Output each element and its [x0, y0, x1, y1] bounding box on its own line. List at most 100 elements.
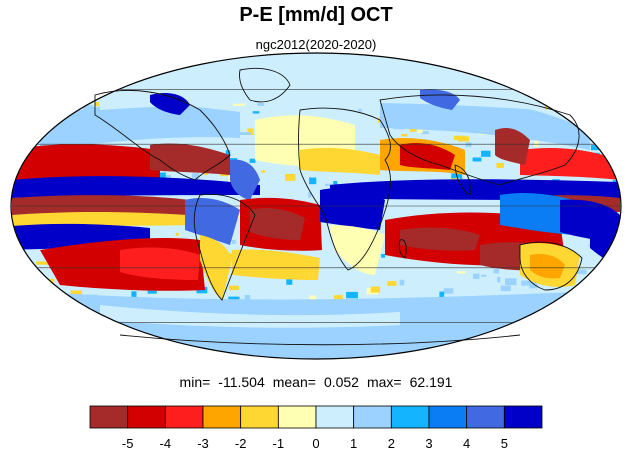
field-cell [249, 281, 260, 287]
field-cell [159, 172, 166, 180]
field-cell [333, 181, 338, 188]
colorbar-swatch [277, 405, 317, 429]
map-title: P-E [mm/d] OCT [239, 4, 393, 26]
field-cell [227, 253, 236, 260]
field-cell [381, 254, 386, 258]
max-label: max= [366, 374, 402, 390]
field-cell [464, 279, 470, 282]
colorbar-swatch [164, 405, 204, 429]
field-cell [324, 183, 334, 186]
field-cell [163, 291, 170, 297]
field-cell [247, 128, 254, 135]
colorbar-tick-label: -4 [160, 436, 172, 451]
field-cell [82, 105, 94, 110]
field-cell [529, 281, 538, 289]
field-cell [229, 285, 240, 291]
colorbar-swatch [503, 405, 543, 429]
field-cell [261, 170, 266, 173]
field-cell [308, 192, 312, 198]
field-cell [131, 291, 137, 298]
colorbar-tick-label: -2 [235, 436, 247, 451]
coastlines [94, 67, 583, 346]
colorbar-tick-label: 4 [463, 436, 470, 451]
field-cell [358, 108, 362, 112]
field-cell [473, 273, 480, 279]
field-cell [443, 288, 454, 294]
field-cell [163, 175, 171, 179]
colorbar-tick-label: 5 [501, 436, 508, 451]
field-cell [481, 274, 487, 277]
mean-label: mean= [272, 374, 316, 390]
field-cell [244, 295, 251, 302]
field-cell [191, 173, 200, 180]
field-cell [425, 135, 436, 142]
field-cell [417, 127, 423, 133]
field-cell [257, 102, 265, 106]
field-cell [170, 135, 176, 142]
field-cell [399, 279, 405, 286]
field-cell [239, 132, 251, 135]
field-cell [496, 163, 504, 168]
colorbar-swatch [428, 405, 468, 429]
field-cell [421, 131, 429, 134]
colorbar-swatch [89, 405, 129, 429]
field-cell [453, 135, 466, 141]
field-cell [333, 295, 343, 302]
field-cell [387, 281, 397, 286]
field-cell [204, 173, 209, 176]
field-cell [232, 240, 236, 244]
field-cell [248, 121, 257, 125]
field-cell [36, 261, 49, 265]
colorbar-tick-label: -3 [197, 436, 209, 451]
colorbar-tick-label: 0 [312, 436, 319, 451]
field-cell [70, 290, 82, 295]
field-cell [409, 127, 417, 132]
field-cell [465, 142, 472, 147]
colorbar-swatch [202, 405, 242, 429]
field-cell [456, 271, 466, 274]
field-cell [521, 280, 531, 286]
field-cell [206, 137, 214, 140]
field-cell [590, 144, 602, 151]
field-cell [147, 290, 157, 294]
field-cell [252, 111, 260, 114]
field-cell [286, 278, 293, 285]
max-value: 62.191 [409, 374, 453, 390]
field-cell [505, 278, 517, 286]
field-cell [249, 158, 256, 163]
field-cell [500, 285, 511, 292]
map-subtitle: ngc2012(2020-2020) [255, 37, 377, 52]
min-value: -11.504 [218, 374, 265, 390]
colorbar-swatch [240, 405, 279, 429]
field-cell [574, 269, 587, 275]
field-cell [370, 286, 381, 293]
field-cell [571, 249, 584, 252]
field-cell [300, 190, 304, 193]
field-cell [481, 150, 491, 157]
mollweide-map [0, 0, 622, 360]
colorbar-swatch [466, 405, 505, 429]
field-cell [497, 277, 501, 283]
colorbar-swatch [127, 405, 166, 429]
field-cell [472, 157, 482, 162]
field-cell [493, 268, 500, 274]
colorbar-tick-label: 1 [350, 436, 357, 451]
colorbar-swatch [353, 405, 392, 429]
colorbar-swatch [390, 405, 430, 429]
mean-value: 0.052 [323, 374, 359, 390]
field-cell [175, 232, 179, 236]
colorbar-tick-label: 3 [425, 436, 432, 451]
min-label: min= [179, 374, 211, 390]
field-cell [439, 291, 445, 299]
field-statistics: min= -11.504 mean= 0.052 max= 62.191 [0, 374, 632, 390]
field-cell [534, 140, 539, 147]
colorbar-swatch [315, 405, 355, 429]
colorbar-tick-label: -1 [273, 436, 285, 451]
map-border [10, 52, 622, 360]
graticule [11, 89, 621, 323]
field-cell [95, 102, 100, 107]
field-cell [184, 291, 193, 294]
field-cell [309, 177, 317, 185]
field-cell [309, 295, 317, 300]
